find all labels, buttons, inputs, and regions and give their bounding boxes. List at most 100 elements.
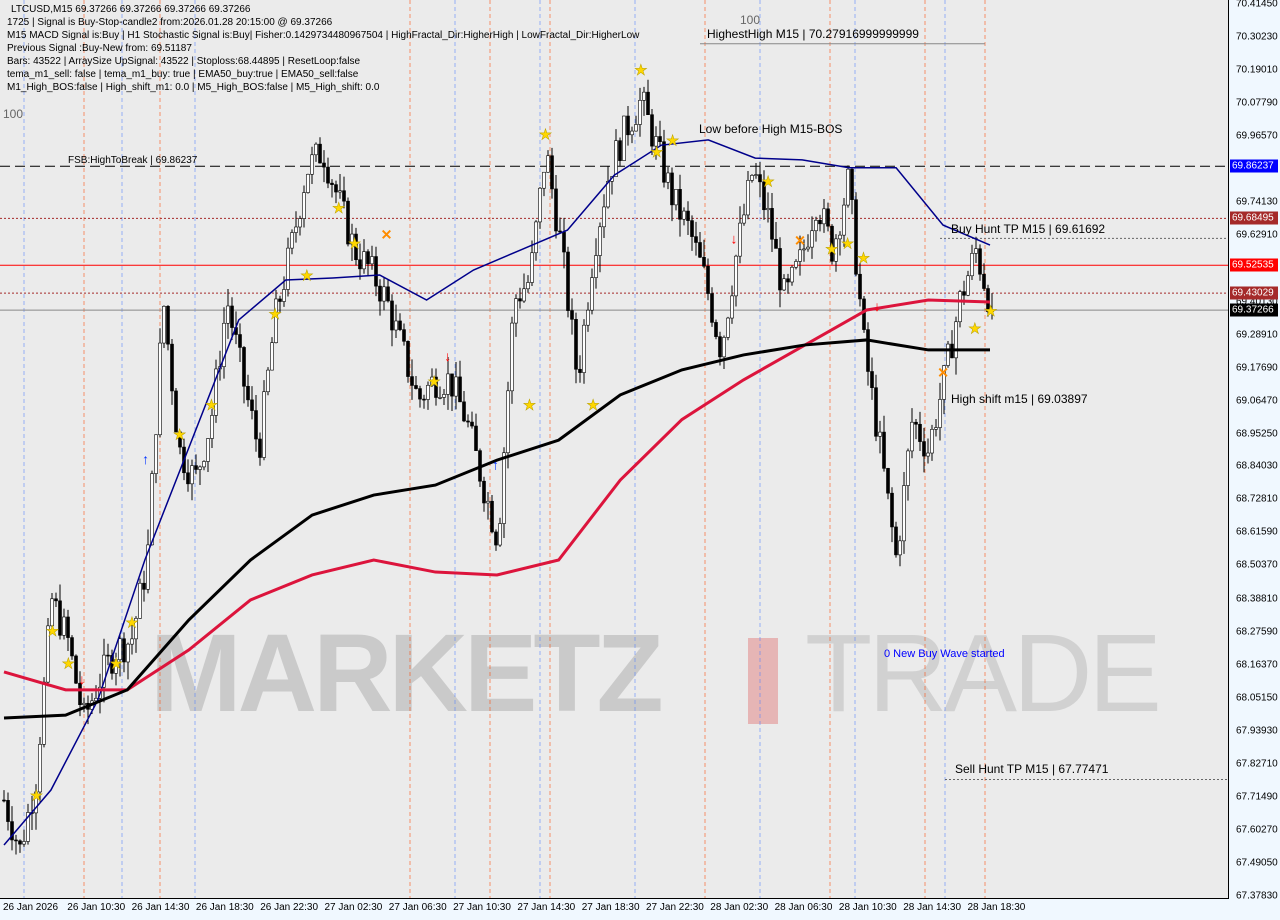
sell-arrow-icon: ↓ bbox=[731, 230, 738, 246]
candle-body bbox=[306, 173, 310, 193]
price-level-tag: 69.86237 bbox=[1230, 159, 1278, 173]
indicator-info-panel: LTCUSD,M15 69.37266 69.37266 69.37266 69… bbox=[7, 3, 639, 94]
candle-body bbox=[570, 310, 574, 320]
price-chart-svg: ★★★↓★★↑★★★★★★✕★↓↑★★★★★★↓★✕★ ★★↓✕★★ bbox=[0, 0, 1228, 898]
candle-body bbox=[386, 286, 390, 302]
candle-body bbox=[506, 390, 510, 454]
buy-arrow-icon: ↑ bbox=[492, 457, 499, 473]
candle-body bbox=[838, 234, 842, 240]
candle-body bbox=[454, 376, 458, 397]
time-tick-label: 28 Jan 18:30 bbox=[967, 902, 1026, 913]
candle-body bbox=[822, 208, 826, 225]
candle-body bbox=[206, 438, 210, 462]
candle-body bbox=[982, 273, 986, 289]
price-tick-label: 68.61590 bbox=[1236, 526, 1278, 538]
candle-body bbox=[406, 341, 410, 377]
price-axis[interactable]: 70.41450 70.30230 70.19010 70.07790 69.96570… bbox=[1229, 0, 1280, 902]
watermark-bar bbox=[748, 638, 778, 724]
price-tick-label: 67.60270 bbox=[1236, 824, 1278, 836]
candle-body bbox=[394, 320, 398, 331]
candle-body bbox=[130, 638, 134, 645]
low-before-high-label: Low before High M15-BOS bbox=[699, 122, 843, 136]
star-signal-icon: ★ bbox=[539, 127, 552, 144]
candle-body bbox=[654, 136, 658, 147]
candle-body bbox=[830, 225, 834, 262]
star-signal-icon: ★ bbox=[666, 132, 679, 149]
sell-arrow-icon: ↓ bbox=[444, 348, 451, 364]
candle-body bbox=[286, 247, 290, 290]
candle-body bbox=[586, 309, 590, 326]
candle-body bbox=[742, 214, 746, 224]
candle-body bbox=[58, 600, 62, 636]
candle-body bbox=[6, 800, 10, 822]
candle-body bbox=[666, 172, 670, 183]
chart-plot-area[interactable]: MARKETZ TRADE ★ ★ ★ ↓ ★ ★ ↑ ★ ★ ★ ★ ★ ★ ✕ ★ ↓ ↑ ★ ★ ★ ★ ★ ★ ↓ ★ ✕… bbox=[0, 0, 1229, 899]
price-tick-label: 69.74130 bbox=[1236, 196, 1278, 208]
candle-body bbox=[102, 654, 106, 688]
candle-body bbox=[554, 188, 558, 232]
candle-body bbox=[214, 368, 218, 416]
candle-body bbox=[186, 472, 190, 485]
time-tick-label: 28 Jan 02:30 bbox=[710, 902, 769, 913]
candle-body bbox=[774, 238, 778, 249]
candle-body bbox=[42, 681, 46, 745]
candle-body bbox=[846, 168, 850, 206]
candle-body bbox=[22, 841, 26, 845]
candle-body bbox=[894, 526, 898, 556]
candle-body bbox=[842, 204, 846, 236]
star-signal-icon: ★ bbox=[825, 241, 838, 258]
candle-body bbox=[934, 427, 938, 430]
candle-body bbox=[706, 265, 710, 294]
candle-body bbox=[942, 365, 946, 400]
candle-body bbox=[718, 336, 722, 358]
candle-body bbox=[318, 143, 322, 164]
candle-body bbox=[126, 643, 130, 663]
star-signal-icon: ★ bbox=[173, 426, 186, 443]
candle-body bbox=[122, 638, 126, 663]
time-tick-label: 28 Jan 10:30 bbox=[838, 902, 897, 913]
candle-body bbox=[346, 200, 350, 245]
candle-body bbox=[870, 371, 874, 388]
candle-body bbox=[606, 180, 610, 208]
candle-body bbox=[430, 376, 434, 386]
candle-body bbox=[482, 480, 486, 504]
star-signal-icon: ★ bbox=[984, 303, 997, 320]
candle-body bbox=[778, 248, 782, 291]
candle-body bbox=[890, 492, 894, 528]
candle-body bbox=[878, 431, 882, 437]
price-tick-label: 67.82710 bbox=[1236, 758, 1278, 770]
candle-body bbox=[850, 168, 854, 200]
candle-body bbox=[762, 181, 766, 211]
sell-hunt-tp-label: Sell Hunt TP M15 | 67.77471 bbox=[955, 762, 1109, 776]
candle-body bbox=[142, 582, 146, 590]
candle-body bbox=[906, 450, 910, 486]
candle-body bbox=[618, 140, 622, 161]
candle-body bbox=[194, 465, 198, 470]
candle-body bbox=[542, 171, 546, 189]
candle-body bbox=[626, 115, 630, 136]
candle-body bbox=[746, 180, 750, 216]
time-tick-label: 26 Jan 18:30 bbox=[195, 902, 254, 913]
candle-body bbox=[814, 219, 818, 232]
time-tick-label: 27 Jan 02:30 bbox=[324, 902, 383, 913]
candle-body bbox=[642, 91, 646, 101]
candle-body bbox=[282, 289, 286, 302]
candle-body bbox=[682, 210, 686, 220]
sell-arrow-icon: ↓ bbox=[874, 298, 881, 314]
candle-body bbox=[834, 238, 838, 262]
candle-body bbox=[150, 473, 154, 546]
candle-body bbox=[530, 252, 534, 283]
candle-body bbox=[534, 221, 538, 254]
candle-body bbox=[502, 452, 506, 524]
price-tick-label: 69.17690 bbox=[1236, 362, 1278, 374]
price-tick-label: 69.96570 bbox=[1236, 130, 1278, 142]
cross-signal-icon: ✕ bbox=[794, 232, 806, 248]
star-signal-icon: ★ bbox=[125, 614, 138, 631]
candle-body bbox=[758, 174, 762, 183]
star-signal-icon: ★ bbox=[968, 320, 981, 337]
time-tick-label: 27 Jan 14:30 bbox=[517, 902, 576, 913]
candle-body bbox=[958, 291, 962, 323]
candle-body bbox=[62, 616, 66, 636]
candle-body bbox=[582, 324, 586, 373]
star-signal-icon: ★ bbox=[62, 655, 75, 672]
